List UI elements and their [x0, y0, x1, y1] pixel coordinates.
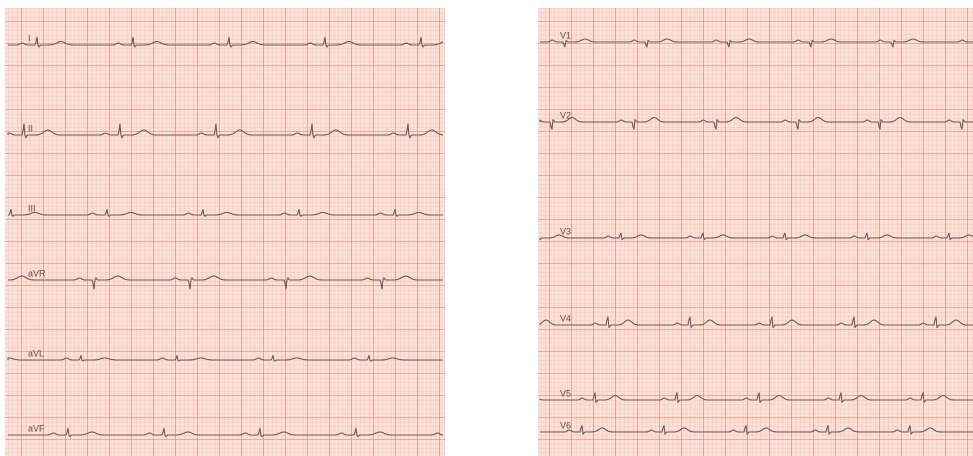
ecg-trace: [540, 425, 973, 435]
lead-label: aVL: [28, 348, 44, 358]
ecg-trace: [539, 116, 973, 130]
lead-label: V6: [560, 420, 571, 430]
sheet-grid: [538, 8, 973, 456]
sheet-grid: [5, 8, 445, 456]
lead-label: V5: [560, 388, 571, 398]
ecg-trace: [8, 427, 444, 438]
lead-label: V1: [560, 30, 571, 40]
right-sheet: [538, 8, 973, 456]
ecg-trace: [539, 232, 973, 241]
ecg-trace: [8, 208, 443, 217]
lead-label: aVR: [28, 268, 46, 278]
ecg-trace: [8, 36, 444, 48]
lead-label: V4: [560, 313, 571, 323]
ecg-trace: [7, 123, 444, 139]
lead-label: aVF: [28, 423, 45, 433]
lead-label: II: [28, 123, 33, 133]
ecg-trace: [540, 38, 973, 48]
lead-label: I: [28, 33, 31, 43]
ecg-trace: [7, 355, 443, 362]
left-sheet: [5, 8, 445, 456]
lead-label: V3: [560, 226, 571, 236]
ecg-trace: [539, 316, 973, 329]
ecg-trace: [8, 275, 443, 290]
lead-label: V2: [560, 110, 571, 120]
lead-label: III: [28, 203, 36, 213]
ecg-trace: [539, 392, 973, 403]
